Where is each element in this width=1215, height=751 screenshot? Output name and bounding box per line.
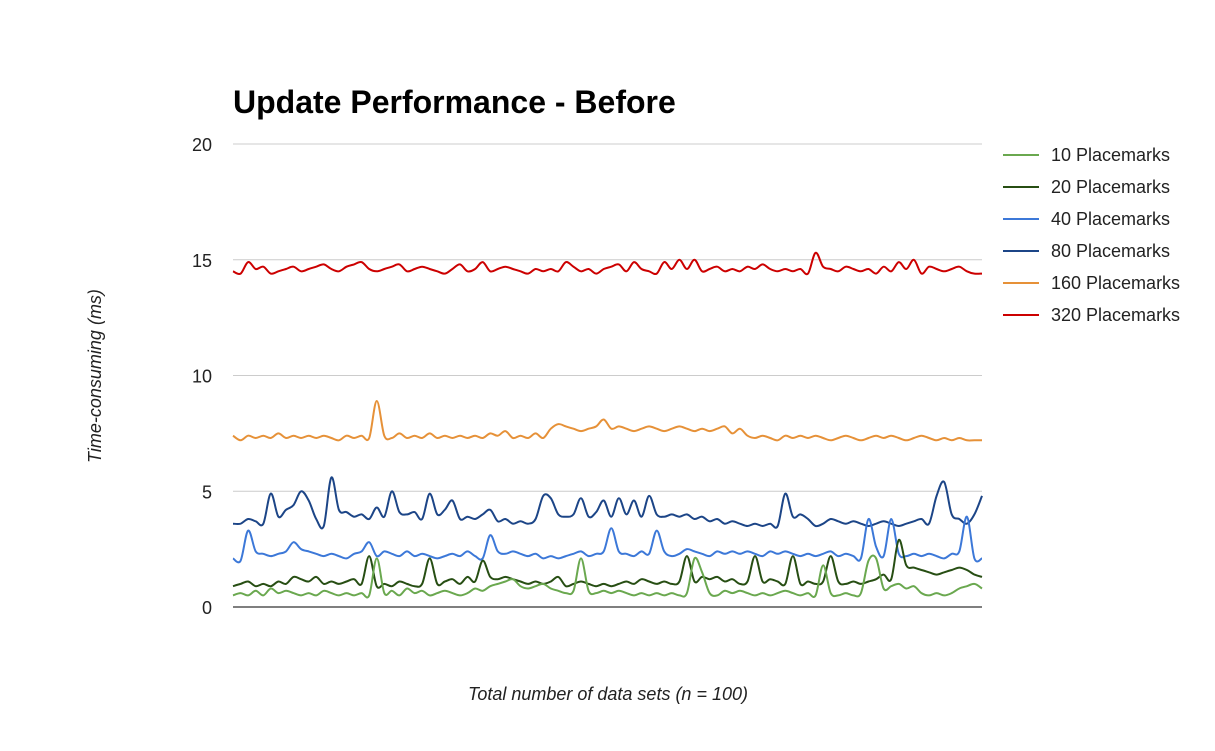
y-tick-label: 10 xyxy=(192,367,212,387)
legend-label: 320 Placemarks xyxy=(1051,305,1180,325)
legend-label: 80 Placemarks xyxy=(1051,241,1170,261)
legend-item: 160 Placemarks xyxy=(1003,273,1180,293)
gridlines xyxy=(233,143,982,492)
series-line-4 xyxy=(232,399,982,442)
y-tick-label: 5 xyxy=(202,482,212,502)
chart-title: Update Performance - Before xyxy=(233,84,676,120)
y-tick-label: 20 xyxy=(192,135,212,155)
y-tick-label: 15 xyxy=(192,251,212,271)
series-line-3 xyxy=(232,476,983,530)
legend: 10 Placemarks 20 Placemarks 40 Placemarks 8… xyxy=(1003,145,1180,325)
legend-label: 20 Placemarks xyxy=(1051,177,1170,197)
legend-item: 10 Placemarks xyxy=(1003,145,1170,165)
y-tick-label: 0 xyxy=(202,598,212,618)
y-axis-label: Time-consuming (ms) xyxy=(85,289,105,463)
series-line-2 xyxy=(232,515,983,564)
legend-item: 320 Placemarks xyxy=(1003,305,1180,325)
legend-label: 160 Placemarks xyxy=(1051,273,1180,293)
legend-label: 40 Placemarks xyxy=(1051,209,1170,229)
series-line-5 xyxy=(232,251,983,276)
series-line-1 xyxy=(232,538,983,589)
series-lines xyxy=(232,251,983,599)
legend-label: 10 Placemarks xyxy=(1051,145,1170,165)
y-axis-ticks: 0 5 10 15 20 xyxy=(192,135,212,618)
legend-item: 80 Placemarks xyxy=(1003,241,1170,261)
series-line-0 xyxy=(232,554,983,599)
x-axis-label: Total number of data sets (n = 100) xyxy=(468,684,748,704)
legend-item: 40 Placemarks xyxy=(1003,209,1170,229)
legend-item: 20 Placemarks xyxy=(1003,177,1170,197)
